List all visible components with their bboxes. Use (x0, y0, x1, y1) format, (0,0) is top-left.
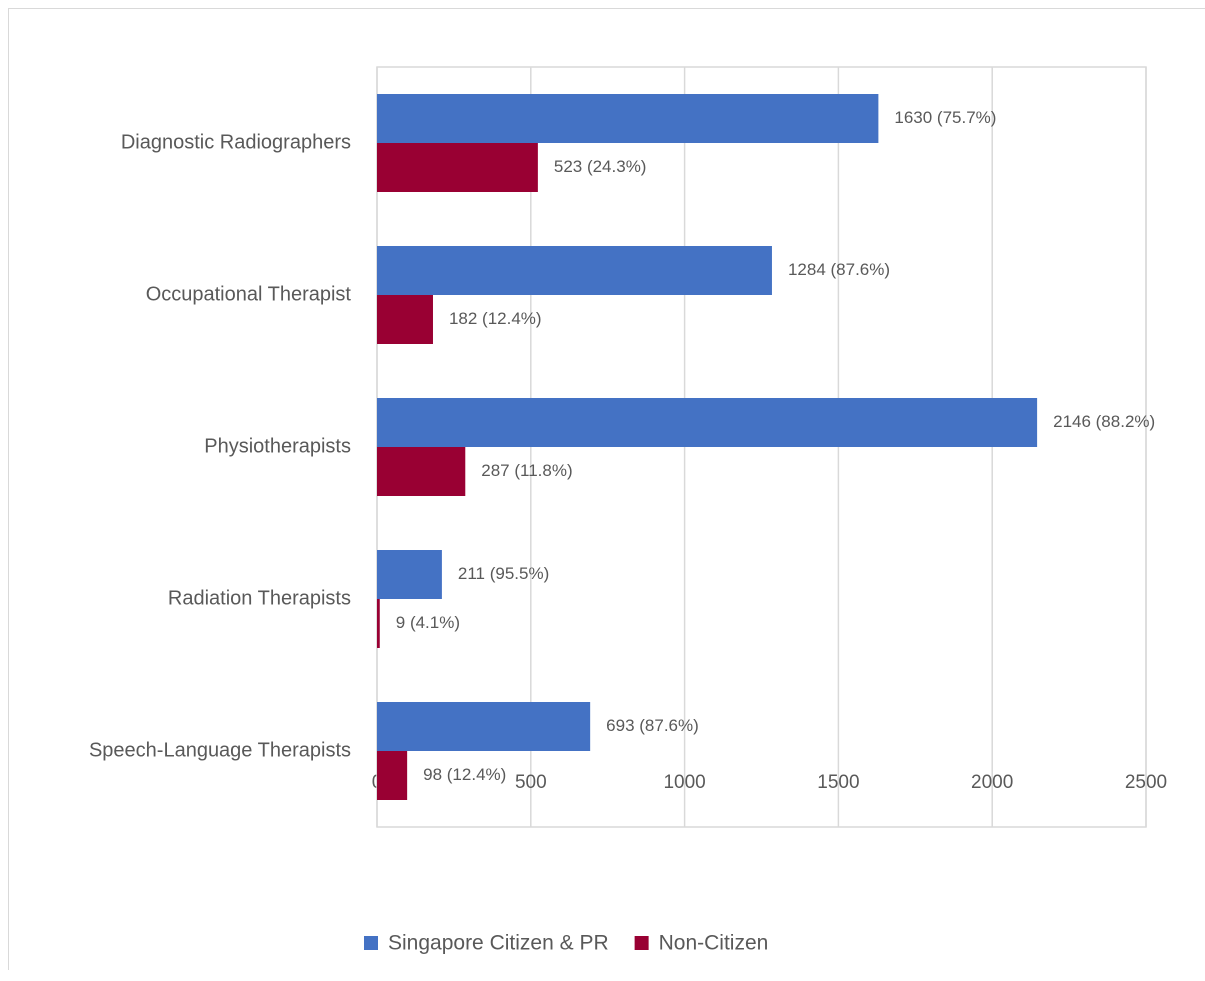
bar (377, 295, 433, 344)
bar (377, 702, 591, 751)
legend-swatch (634, 936, 649, 950)
bar (377, 751, 408, 800)
legend-swatch (364, 936, 378, 950)
value-label: 1284 (87.6%) (788, 260, 890, 279)
value-label: 211 (95.5%) (458, 564, 549, 583)
value-label: 693 (87.6%) (606, 716, 699, 735)
x-tick-label: 1500 (817, 772, 859, 793)
bar (377, 447, 466, 496)
value-label: 9 (4.1%) (396, 613, 460, 632)
y-tick-label: Physiotherapists (204, 435, 351, 457)
bar (377, 94, 879, 143)
legend-label: Non-Citizen (659, 932, 769, 955)
bar (377, 599, 380, 648)
value-label: 2146 (88.2%) (1053, 412, 1155, 431)
y-tick-label: Occupational Therapist (146, 283, 352, 305)
value-label: 98 (12.4%) (423, 765, 506, 784)
y-tick-label: Radiation Therapists (168, 587, 351, 609)
x-tick-label: 2000 (971, 772, 1013, 793)
y-tick-label: Diagnostic Radiographers (121, 131, 351, 153)
x-tick-label: 1000 (663, 772, 705, 793)
value-label: 1630 (75.7%) (894, 108, 996, 127)
value-label: 287 (11.8%) (481, 461, 572, 480)
bar (377, 143, 538, 192)
value-label: 523 (24.3%) (554, 157, 647, 176)
bar (377, 246, 772, 295)
x-tick-label: 500 (515, 772, 547, 793)
bar (377, 550, 442, 599)
value-label: 182 (12.4%) (449, 309, 542, 328)
legend-label: Singapore Citizen & PR (388, 932, 609, 955)
bar (377, 398, 1038, 447)
y-tick-label: Speech-Language Therapists (89, 739, 351, 761)
